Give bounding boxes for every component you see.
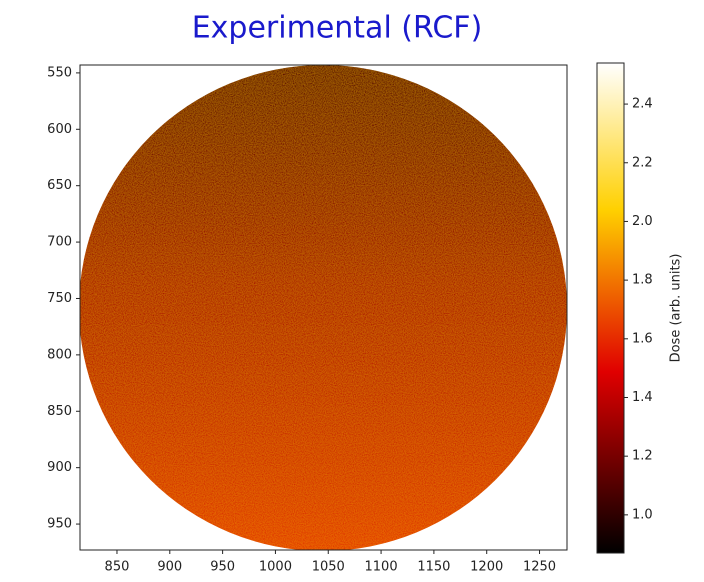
colorbar-tick-label: 1.2 (632, 449, 653, 464)
y-tick-label: 650 (47, 178, 72, 193)
colorbar-tick-label: 1.6 (632, 331, 653, 346)
colorbar-tick-label: 1.4 (632, 390, 653, 405)
x-tick-label: 950 (210, 560, 235, 575)
y-tick-label: 900 (47, 460, 72, 475)
colorbar-tick-label: 1.8 (632, 273, 653, 288)
colorbar-tick-label: 2.4 (632, 97, 653, 112)
chart-title: Experimental (RCF) (192, 11, 483, 46)
y-tick-label: 850 (47, 404, 72, 419)
x-tick-label: 1050 (312, 560, 345, 575)
y-tick-label: 600 (47, 122, 72, 137)
colorbar-tick-label: 2.2 (632, 155, 653, 170)
x-tick-label: 1200 (470, 560, 503, 575)
image (80, 65, 567, 550)
y-tick-label: 800 (47, 347, 72, 362)
x-tick-label: 1250 (523, 560, 556, 575)
x-tick-label: 850 (105, 560, 130, 575)
y-tick-label: 700 (47, 235, 72, 250)
y-tick-label: 750 (47, 291, 72, 306)
colorbar-label: Dose (arb. units) (669, 254, 684, 363)
x-tick-label: 1150 (417, 560, 450, 575)
plot-frame (79, 64, 568, 551)
colorbar (596, 62, 625, 554)
y-tick-label: 950 (47, 517, 72, 532)
colorbar-tick-label: 2.0 (632, 214, 653, 229)
y-tick-label: 550 (47, 65, 72, 80)
x-tick-label: 1000 (259, 560, 292, 575)
colorbar-tick-label: 1.0 (632, 507, 653, 522)
x-tick-label: 1100 (365, 560, 398, 575)
rcf-disc (80, 65, 567, 550)
x-tick-label: 900 (157, 560, 182, 575)
